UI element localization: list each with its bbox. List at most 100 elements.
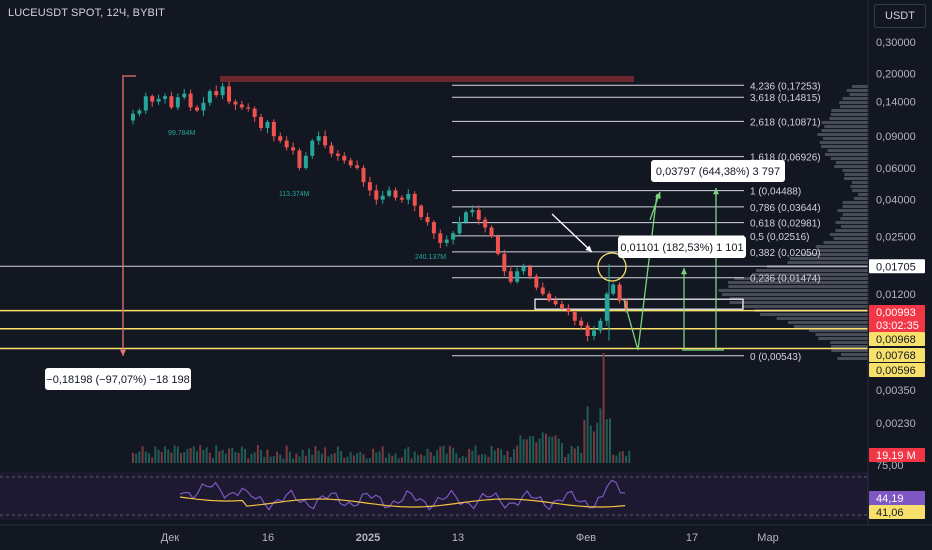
candle-body bbox=[387, 190, 392, 196]
volume-bar bbox=[544, 433, 547, 463]
volume-badge bbox=[869, 448, 925, 462]
volume-bar bbox=[372, 448, 375, 463]
measure-label-drop-text: −0,18198 (−97,07%) −18 198 bbox=[46, 374, 189, 386]
volume-bar bbox=[541, 432, 544, 463]
volume-bar bbox=[455, 453, 458, 463]
volume-bar bbox=[503, 455, 506, 463]
volume-bar bbox=[420, 454, 423, 463]
measure-label-rebound-text: 0,01101 (182,53%) 1 101 bbox=[620, 242, 743, 254]
candle-body bbox=[182, 93, 187, 98]
volume-bar bbox=[576, 446, 579, 463]
vp-marker-label: 113.374M bbox=[279, 191, 310, 198]
volume-profile-row bbox=[728, 285, 868, 288]
candle-body bbox=[220, 86, 225, 96]
candle-body bbox=[412, 193, 417, 206]
currency-button[interactable]: USDT bbox=[874, 4, 926, 28]
fib-label: 0,786 (0,03644) bbox=[750, 203, 821, 214]
volume-bar bbox=[138, 451, 141, 463]
volume-bar bbox=[333, 453, 336, 463]
volume-bar bbox=[228, 448, 231, 463]
volume-bar bbox=[304, 455, 307, 463]
volume-profile-row bbox=[776, 317, 868, 320]
volume-bar bbox=[189, 447, 192, 463]
volume-bar bbox=[215, 445, 218, 463]
volume-profile-row bbox=[742, 305, 868, 308]
price-badge-yellow-text: 0,00596 bbox=[876, 365, 916, 377]
candle-body bbox=[246, 107, 251, 109]
volume-bar bbox=[432, 455, 435, 463]
volume-profile-row bbox=[830, 341, 868, 344]
volume-bar bbox=[272, 456, 275, 463]
price-badge-yellow bbox=[869, 348, 925, 362]
time-tick-label: Фев bbox=[576, 532, 596, 544]
volume-bar bbox=[250, 453, 253, 463]
volume-bar bbox=[586, 406, 589, 463]
volume-bar bbox=[589, 425, 592, 463]
candle-body bbox=[284, 140, 289, 148]
rsi-pane bbox=[0, 472, 868, 520]
volume-bar bbox=[221, 449, 224, 463]
fib-label: 0,236 (0,01474) bbox=[750, 274, 821, 285]
candle-body bbox=[233, 101, 238, 105]
candle-body bbox=[310, 140, 315, 156]
volume-bar bbox=[368, 458, 371, 463]
volume-bar bbox=[452, 447, 455, 463]
candle-body bbox=[406, 193, 411, 200]
price-badge-yellow bbox=[869, 363, 925, 377]
candle-body bbox=[361, 167, 366, 183]
fib-label: 0 (0,00543) bbox=[750, 352, 801, 363]
volume-profile-row bbox=[852, 181, 868, 184]
price-badge-timer-text: 03:02:35 bbox=[876, 320, 919, 332]
volume-bar bbox=[448, 445, 451, 463]
volume-bar bbox=[311, 454, 314, 463]
candle-body bbox=[201, 102, 206, 111]
volume-bar bbox=[416, 455, 419, 463]
candle-body bbox=[342, 155, 347, 161]
price-tick-label: 0,01200 bbox=[876, 289, 916, 301]
candle-body bbox=[271, 121, 276, 137]
candle-body bbox=[252, 108, 257, 118]
candle-body bbox=[214, 91, 219, 96]
volume-bar bbox=[327, 456, 330, 463]
volume-profile-row bbox=[788, 321, 868, 324]
volume-profile-row bbox=[829, 233, 868, 236]
volume-bar bbox=[461, 456, 464, 463]
candle-body bbox=[559, 304, 564, 309]
candle-body bbox=[323, 136, 328, 146]
volume-bar bbox=[404, 448, 407, 463]
volume-bar bbox=[388, 453, 391, 463]
candle-body bbox=[156, 98, 161, 102]
volume-bar bbox=[551, 436, 554, 463]
volume-profile-row bbox=[729, 301, 868, 304]
candle-body bbox=[598, 320, 603, 331]
volume-bar bbox=[567, 453, 570, 463]
target-box bbox=[534, 298, 744, 310]
candle-body bbox=[425, 217, 430, 223]
volume-bar bbox=[525, 439, 528, 463]
volume-bar bbox=[240, 446, 243, 463]
candle-body bbox=[476, 210, 481, 220]
volume-bar bbox=[340, 451, 343, 463]
volume-bar bbox=[135, 453, 138, 463]
price-badge-timer bbox=[869, 318, 925, 332]
candle-body bbox=[367, 182, 372, 191]
volume-profile-row bbox=[821, 121, 868, 124]
volume-bar bbox=[391, 455, 394, 463]
volume-badge-text: 19,19 M bbox=[876, 450, 916, 462]
volume-bar bbox=[192, 446, 195, 463]
volume-bar bbox=[471, 450, 474, 463]
volume-profile-row bbox=[829, 117, 868, 120]
volume-profile-row bbox=[842, 213, 868, 216]
volume-bar bbox=[493, 450, 496, 463]
volume-profile-row bbox=[752, 273, 868, 276]
candle-body bbox=[431, 222, 436, 234]
volume-profile-row bbox=[819, 141, 868, 144]
volume-bar bbox=[429, 452, 432, 463]
volume-bar bbox=[308, 448, 311, 463]
price-tick-label: 0,00350 bbox=[876, 385, 916, 397]
vp-marker-label: 240.137M bbox=[415, 254, 446, 261]
candle-body bbox=[604, 293, 609, 321]
volume-profile-row bbox=[822, 137, 868, 140]
volume-bar bbox=[487, 456, 490, 463]
